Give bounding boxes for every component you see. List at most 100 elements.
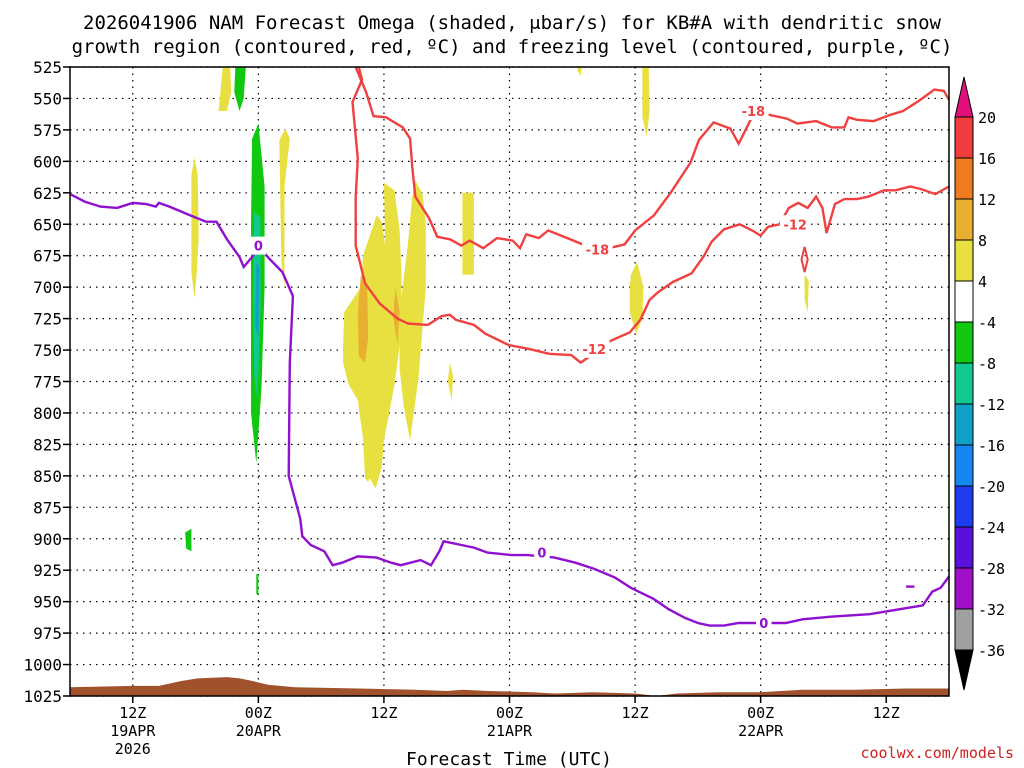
y-tick-label: 975 [33,624,62,643]
omega-region [399,180,426,441]
omega-region [366,182,402,489]
y-tick-label: 800 [33,404,62,423]
colorbar-swatch [954,198,974,241]
colorbar-bottom-arrow [954,649,974,691]
x-tick-label: 2026 [115,740,151,758]
colorbar-tick-label: 4 [978,273,987,291]
chart-title-line2: growth region (contoured, red, ºC) and f… [72,36,953,58]
contour-label: 0 [537,547,546,562]
y-tick-label: 550 [33,89,62,108]
colorbar-tick-label: -16 [978,437,1005,455]
y-tick-label: 775 [33,373,62,392]
colorbar-tick-label: -12 [978,396,1005,414]
colorbar-swatch [954,321,974,364]
omega-region [629,262,644,334]
y-tick-label: 925 [33,561,62,580]
contour-label: -12 [583,343,607,358]
contour-label: 0 [254,240,263,255]
dendritic-top-contour [354,66,951,251]
x-tick-label: 12Z [119,704,146,722]
y-tick-label: 1025 [23,687,62,706]
x-tick-label: 22APR [738,722,784,740]
contour-label: 0 [759,617,768,632]
colorbar-tick-label: -28 [978,560,1005,578]
colorbar-tick-label: -36 [978,642,1005,660]
omega-region [279,128,290,288]
x-axis-label: Forecast Time (UTC) [406,749,612,768]
omega-region [577,67,582,76]
contour-labels: -18 -18 -12 -12 0 0 0 [250,102,811,633]
dendritic-closed-contour [800,246,809,273]
contour-label-bg [250,236,267,255]
omega-region [256,574,259,596]
x-tick-label: 12Z [873,704,900,722]
y-tick-label: 600 [33,152,62,171]
contour-label: -12 [783,218,807,233]
colorbar: 20 16 12 8 4 -4 -8 -12 -16 -20 -24 -28 -32 -36 [954,76,1005,691]
plot-area-background [70,67,949,696]
colorbar-tick-label: -8 [978,355,996,373]
x-tick-label: 00Z [245,704,272,722]
contour-label-bg [738,102,769,121]
omega-region [191,157,199,299]
colorbar-swatch [954,608,974,651]
terrain-fill [70,677,949,696]
colorbar-swatch [954,362,974,405]
colorbar-tick-label: -4 [978,314,996,332]
contour-label-bg [579,339,610,358]
omega-region [218,67,232,111]
y-tick-label: 850 [33,467,62,486]
colorbar-swatch [954,157,974,200]
y-tick-label: 900 [33,530,62,549]
colorbar-tick-label: 12 [978,191,996,209]
omega-region [462,192,474,275]
y-tick-label: 575 [33,121,62,140]
colorbar-tick-label: -20 [978,478,1005,496]
y-tick-label: 825 [33,435,62,454]
contour-label-bg [779,215,811,234]
omega-region [642,67,650,137]
x-tick-label: 12Z [370,704,397,722]
colorbar-tick-label: -24 [978,519,1005,537]
omega-region [393,287,400,344]
y-tick-label: 1000 [23,656,62,675]
contour-label: -18 [586,243,610,258]
y-tick-label: 750 [33,341,62,360]
dendritic-bottom-contour [351,66,950,365]
x-tick-label: 00Z [747,704,774,722]
credit-text: coolwx.com/models [860,744,1014,762]
colorbar-swatch [954,567,974,610]
colorbar-tick-label: 20 [978,109,996,127]
y-axis-ticks: 525 550 575 600 625 650 675 700 725 750 775 800 825 8… [23,58,70,706]
colorbar-tick-label: 8 [978,232,987,250]
freezing-level-contour [69,193,950,627]
colorbar-swatch [954,485,974,528]
omega-region [447,362,453,401]
omega-region [357,274,369,363]
x-tick-label: 19APR [110,722,156,740]
contour-label: -18 [742,105,766,120]
colorbar-swatch [954,444,974,487]
colorbar-swatch [954,403,974,446]
omega-region [804,274,809,313]
x-tick-label: 12Z [622,704,649,722]
x-tick-label: 00Z [496,704,523,722]
colorbar-swatch [954,280,974,323]
colorbar-tick-label: -32 [978,601,1005,619]
y-tick-label: 700 [33,278,62,297]
contour-label-bg [756,614,772,633]
y-tick-label: 675 [33,247,62,266]
y-tick-label: 625 [33,184,62,203]
colorbar-top-arrow [954,76,974,118]
omega-region [185,528,192,552]
contour-label-bg [534,543,550,562]
y-tick-label: 525 [33,58,62,77]
x-tick-label: 20APR [236,722,282,740]
colorbar-tick-label: 16 [978,150,996,168]
colorbar-swatch [954,116,974,159]
y-tick-label: 950 [33,593,62,612]
y-tick-label: 875 [33,498,62,517]
omega-region [255,262,260,338]
